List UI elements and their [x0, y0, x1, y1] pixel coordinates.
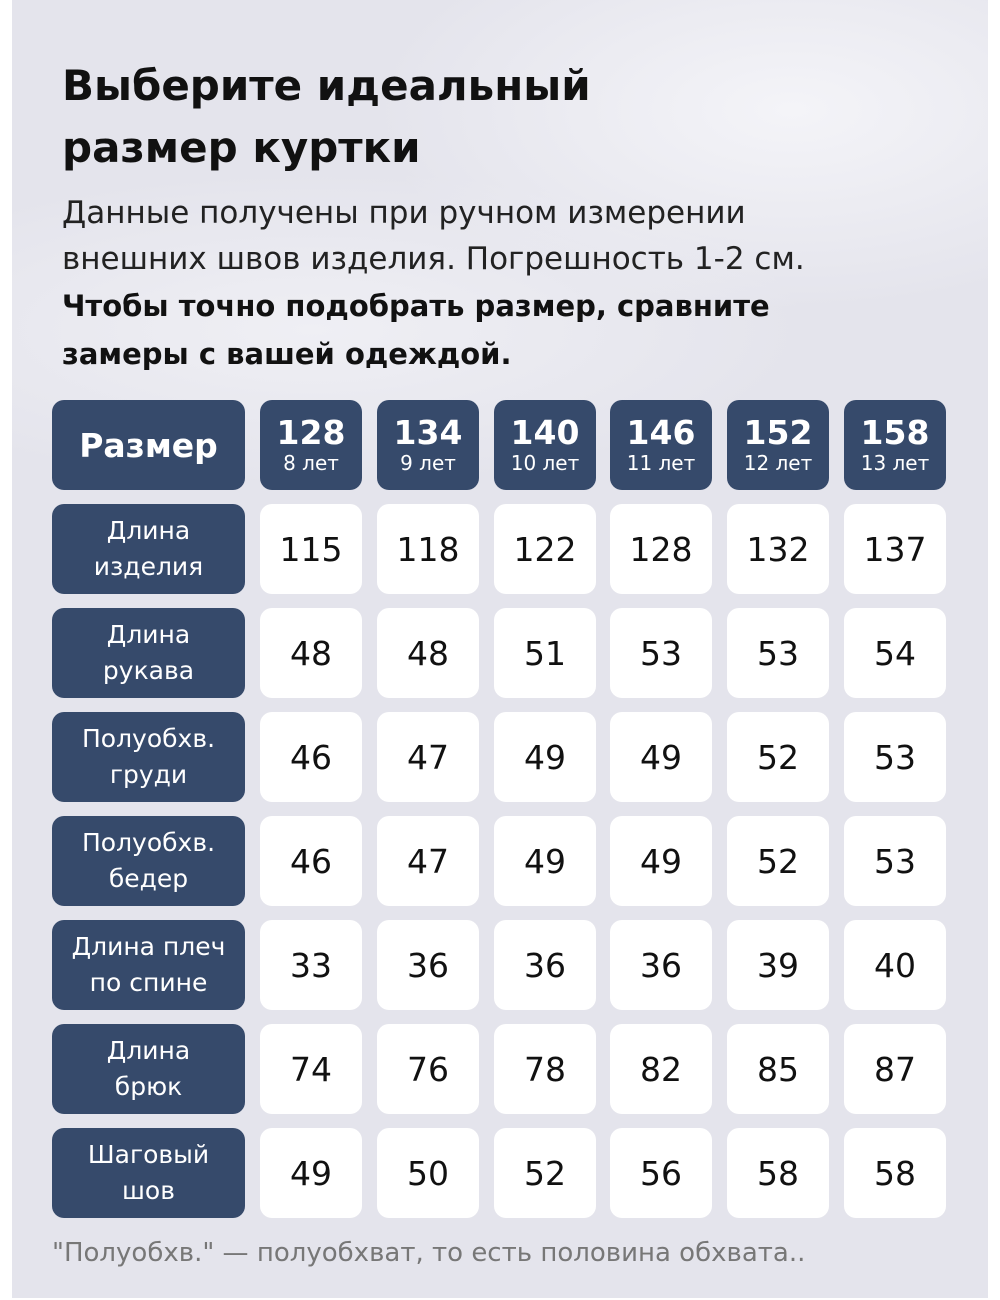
- value-cell: 39: [727, 920, 829, 1010]
- value-cell: 49: [260, 1128, 362, 1218]
- subtitle: Данные получены при ручном измерении вне…: [62, 190, 805, 282]
- value-cell: 46: [260, 816, 362, 906]
- page-title: Выберите идеальный размер куртки: [62, 55, 591, 179]
- value-cell: 49: [494, 816, 596, 906]
- value-cell: 51: [494, 608, 596, 698]
- value-cell: 53: [610, 608, 712, 698]
- value-cell: 58: [844, 1128, 946, 1218]
- row-label-line: шов: [122, 1176, 175, 1205]
- value-cell: 49: [610, 816, 712, 906]
- value-cell: 53: [727, 608, 829, 698]
- value-cell: 36: [494, 920, 596, 1010]
- row-label-cell: Длина изделия: [52, 504, 245, 594]
- row-label-cell: Шаговый шов: [52, 1128, 245, 1218]
- subtitle-line: внешних швов изделия. Погрешность 1-2 см…: [62, 241, 805, 277]
- value-cell: 50: [377, 1128, 479, 1218]
- row-label-cell: Длина рукава: [52, 608, 245, 698]
- row-label-line: груди: [109, 760, 188, 789]
- value-cell: 46: [260, 712, 362, 802]
- size-number: 140: [510, 413, 580, 452]
- size-age: 12 лет: [743, 451, 813, 475]
- row-label-cell: Полуобхв. бедер: [52, 816, 245, 906]
- header-label-cell: Размер: [52, 400, 245, 490]
- value-cell: 53: [844, 816, 946, 906]
- value-cell: 48: [377, 608, 479, 698]
- value-cell: 54: [844, 608, 946, 698]
- value-cell: 36: [377, 920, 479, 1010]
- value-cell: 49: [494, 712, 596, 802]
- value-cell: 115: [260, 504, 362, 594]
- size-header-cell: 158 13 лет: [844, 400, 946, 490]
- value-cell: 85: [727, 1024, 829, 1114]
- value-cell: 87: [844, 1024, 946, 1114]
- row-label-line: Длина плеч: [71, 932, 226, 961]
- value-cell: 49: [610, 712, 712, 802]
- size-age: 13 лет: [860, 451, 930, 475]
- value-cell: 48: [260, 608, 362, 698]
- size-number: 134: [393, 413, 463, 452]
- size-header-cell: 128 8 лет: [260, 400, 362, 490]
- value-cell: 53: [844, 712, 946, 802]
- value-cell: 52: [727, 712, 829, 802]
- size-age: 11 лет: [626, 451, 696, 475]
- value-cell: 118: [377, 504, 479, 594]
- value-cell: 58: [727, 1128, 829, 1218]
- size-number: 152: [743, 413, 813, 452]
- subtitle-line: Данные получены при ручном измерении: [62, 195, 746, 231]
- row-label-cell: Длина брюк: [52, 1024, 245, 1114]
- value-cell: 56: [610, 1128, 712, 1218]
- value-cell: 33: [260, 920, 362, 1010]
- value-cell: 132: [727, 504, 829, 594]
- row-label-cell: Полуобхв. груди: [52, 712, 245, 802]
- value-cell: 122: [494, 504, 596, 594]
- size-number: 128: [276, 413, 346, 452]
- row-label-line: Шаговый: [87, 1140, 210, 1169]
- value-cell: 52: [494, 1128, 596, 1218]
- row-label-line: Длина: [106, 1036, 191, 1065]
- row-label-line: Полуобхв.: [81, 724, 216, 753]
- footnote: "Полуобхв." — полуобхват, то есть полови…: [52, 1238, 806, 1268]
- size-number: 158: [860, 413, 930, 452]
- size-age: 10 лет: [510, 451, 580, 475]
- row-label-line: рукава: [102, 656, 195, 685]
- value-cell: 76: [377, 1024, 479, 1114]
- emphasis-text: Чтобы точно подобрать размер, сравните з…: [62, 282, 770, 378]
- size-number: 146: [626, 413, 696, 452]
- row-label-line: Полуобхв.: [81, 828, 216, 857]
- value-cell: 47: [377, 816, 479, 906]
- row-label-line: Длина: [106, 516, 191, 545]
- value-cell: 52: [727, 816, 829, 906]
- row-label-line: Длина: [106, 620, 191, 649]
- size-header-cell: 140 10 лет: [494, 400, 596, 490]
- value-cell: 47: [377, 712, 479, 802]
- size-header-cell: 134 9 лет: [377, 400, 479, 490]
- size-header-cell: 152 12 лет: [727, 400, 829, 490]
- row-label-line: брюк: [114, 1072, 183, 1101]
- row-label-line: по спине: [89, 968, 208, 997]
- value-cell: 78: [494, 1024, 596, 1114]
- row-label-line: бедер: [108, 864, 189, 893]
- value-cell: 36: [610, 920, 712, 1010]
- value-cell: 128: [610, 504, 712, 594]
- size-header-cell: 146 11 лет: [610, 400, 712, 490]
- value-cell: 82: [610, 1024, 712, 1114]
- size-age: 9 лет: [400, 451, 456, 475]
- value-cell: 40: [844, 920, 946, 1010]
- emphasis-line: замеры с вашей одеждой.: [62, 337, 512, 371]
- emphasis-line: Чтобы точно подобрать размер, сравните: [62, 289, 770, 323]
- value-cell: 74: [260, 1024, 362, 1114]
- title-line: Выберите идеальный: [62, 61, 591, 110]
- row-label-line: изделия: [93, 552, 204, 581]
- title-line: размер куртки: [62, 123, 421, 172]
- row-label-cell: Длина плеч по спине: [52, 920, 245, 1010]
- value-cell: 137: [844, 504, 946, 594]
- size-age: 8 лет: [283, 451, 339, 475]
